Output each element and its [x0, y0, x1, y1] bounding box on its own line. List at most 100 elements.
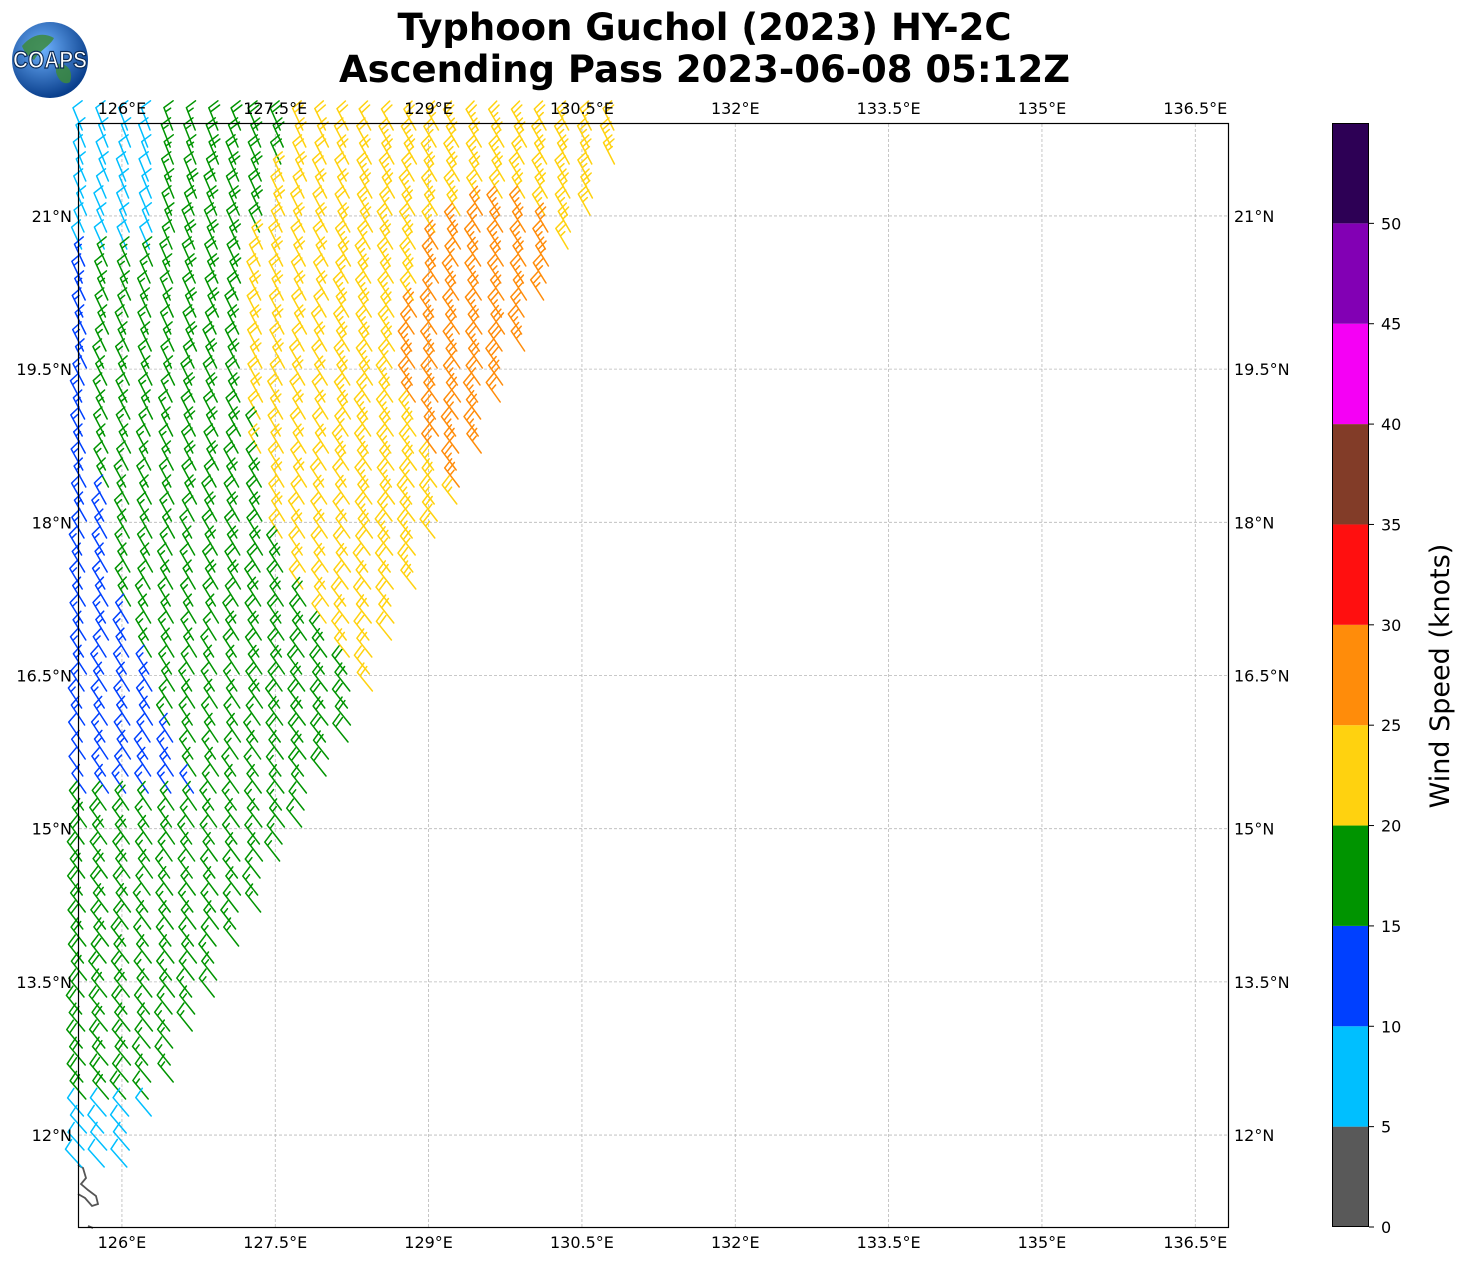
wind-barb [335, 321, 350, 352]
wind-barb [199, 780, 215, 811]
wind-barb [599, 117, 613, 148]
lon-tick-label: 132°E [711, 99, 760, 118]
wind-barb [312, 253, 327, 284]
wind-barb [443, 168, 458, 199]
wind-barb [92, 883, 109, 913]
wind-barb [248, 678, 264, 709]
wind-barb [134, 1019, 151, 1049]
wind-barb [118, 202, 130, 233]
wind-barb [114, 593, 129, 624]
wind-barb [250, 372, 264, 403]
wind-barb [557, 202, 572, 233]
wind-barb [225, 423, 239, 454]
wind-barb [314, 168, 328, 199]
wind-barb [331, 423, 347, 454]
wind-barb [312, 730, 330, 760]
wind-barb [265, 712, 281, 743]
wind-barb [133, 917, 149, 947]
wind-barb [286, 644, 303, 675]
wind-barb [133, 951, 150, 981]
wind-barb [247, 832, 264, 862]
wind-barb [332, 270, 347, 301]
wind-barb [465, 389, 482, 420]
wind-barb [157, 610, 172, 641]
wind-barb [311, 338, 325, 369]
wind-barb [179, 797, 195, 828]
wind-barb [208, 134, 221, 165]
wind-barb [489, 236, 504, 267]
wind-barb [356, 406, 372, 437]
wind-barb [221, 814, 238, 845]
lat-tick-label: 19.5°N [16, 360, 72, 379]
wind-barb [155, 882, 171, 913]
wind-barb [114, 559, 129, 590]
wind-barb [226, 525, 241, 556]
wind-barb [136, 968, 153, 998]
wind-barb [251, 219, 264, 250]
wind-barb [159, 559, 174, 590]
wind-barb [312, 508, 328, 539]
colorbar-tick-label: 45 [1381, 315, 1401, 334]
colorbar-bin [1332, 925, 1369, 1027]
wind-barb [401, 219, 416, 250]
wind-barb [398, 457, 415, 488]
wind-barb [419, 287, 435, 318]
wind-barb [353, 611, 370, 641]
wind-barb [159, 746, 174, 777]
wind-barb [180, 678, 196, 709]
wind-barb [467, 270, 482, 301]
wind-barb [333, 559, 349, 590]
wind-barb [315, 236, 329, 267]
wind-barb [248, 491, 263, 522]
chart-title-line1: Typhoon Guchol (2023) HY-2C [397, 6, 1012, 49]
wind-barb [206, 219, 219, 250]
wind-barb [137, 848, 154, 879]
wind-barb [268, 542, 284, 573]
colorbar-bin [1332, 223, 1369, 324]
lat-tick-label: 15°N [32, 820, 72, 839]
wind-barb [96, 236, 108, 267]
wind-barb [579, 100, 592, 131]
wind-barb [357, 219, 371, 250]
wind-barb [180, 644, 195, 675]
wind-barb [289, 661, 306, 692]
wind-barb [178, 695, 193, 726]
wind-barb [333, 338, 348, 369]
wind-barb [443, 458, 460, 488]
wind-barb [508, 151, 523, 182]
wind-barb [118, 168, 130, 199]
wind-barb [111, 763, 127, 794]
wind-barb [202, 866, 219, 896]
wind-barb [379, 185, 393, 216]
wind-barb [223, 695, 239, 726]
wind-barb [182, 593, 197, 624]
wind-barb [184, 287, 197, 318]
wind-barb [110, 917, 127, 947]
wind-barb [68, 525, 83, 556]
wind-barb [293, 304, 308, 335]
wind-barb [157, 831, 173, 862]
wind-barb [242, 866, 259, 896]
wind-barb [420, 134, 435, 165]
wind-barb [132, 882, 149, 913]
wind-barb [137, 627, 152, 658]
wind-barb [73, 236, 86, 267]
wind-barb [156, 1019, 174, 1049]
wind-barb [69, 627, 85, 658]
wind-barb [118, 423, 132, 454]
wind-barb [246, 798, 263, 828]
wind-barb [201, 763, 217, 794]
wind-barb [89, 865, 106, 896]
wind-barb [91, 746, 107, 777]
wind-barb [91, 780, 107, 811]
wind-barb [337, 236, 352, 267]
wind-barb [112, 865, 129, 896]
wind-barb [466, 236, 482, 267]
wind-barb [200, 661, 215, 692]
wind-barb [224, 610, 240, 641]
wind-barb [204, 746, 220, 777]
wind-barb [424, 219, 439, 250]
wind-barb [332, 525, 349, 556]
wind-barb [245, 440, 259, 471]
wind-barb [95, 423, 109, 454]
